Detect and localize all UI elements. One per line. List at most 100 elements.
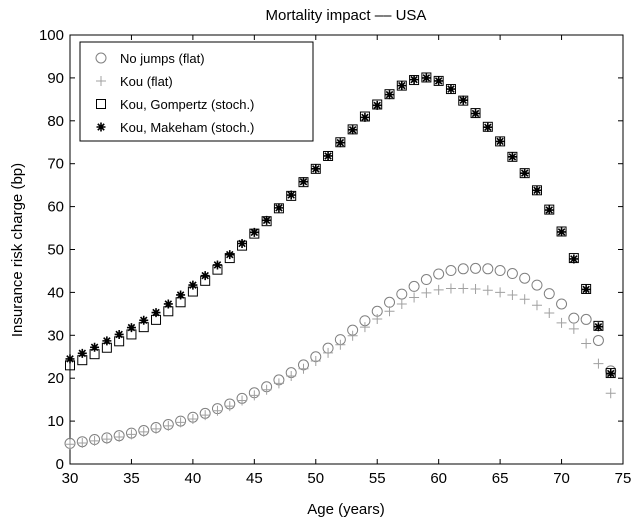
x-tick-label: 65 — [492, 470, 509, 487]
x-axis-label: Age (years) — [307, 501, 385, 518]
x-tick-label: 50 — [307, 470, 324, 487]
data-point-asterisk — [557, 227, 567, 237]
data-point-plus — [347, 330, 358, 341]
data-point-asterisk — [237, 238, 247, 248]
data-point-circle — [445, 265, 457, 277]
data-point-asterisk — [311, 164, 321, 174]
y-axis-label: Insurance risk charge (bp) — [9, 163, 26, 337]
x-tick-label: 75 — [615, 470, 632, 487]
data-point-plus — [212, 405, 223, 416]
data-point-circle — [580, 313, 592, 325]
legend-label: No jumps (flat) — [120, 51, 205, 66]
x-tick-label: 30 — [62, 470, 79, 487]
data-point-plus — [89, 435, 100, 446]
data-point-asterisk — [471, 109, 481, 119]
data-point-asterisk — [151, 308, 161, 318]
data-point-circle — [543, 288, 555, 300]
data-point-asterisk — [126, 323, 136, 333]
y-tick-label: 80 — [47, 113, 64, 130]
data-point-plus — [126, 429, 137, 440]
data-point-circle — [470, 262, 482, 274]
data-point-asterisk — [507, 152, 517, 162]
x-tick-label: 45 — [246, 470, 263, 487]
data-point-circle — [506, 268, 518, 280]
data-point-plus — [114, 431, 125, 442]
data-point-asterisk — [385, 90, 395, 100]
series-circle — [64, 262, 617, 449]
data-point-plus — [77, 437, 88, 448]
data-point-plus — [470, 283, 481, 294]
data-point-circle — [433, 268, 445, 280]
data-point-plus — [335, 339, 346, 350]
y-tick-label: 90 — [47, 70, 64, 87]
legend-marker-asterisk — [96, 122, 106, 132]
data-point-plus — [101, 434, 112, 445]
data-point-asterisk — [139, 315, 149, 325]
data-point-circle — [482, 263, 494, 275]
legend: No jumps (flat) Kou (flat) Kou, Gompertz (… — [79, 41, 314, 142]
y-tick-label: 60 — [47, 199, 64, 216]
data-point-plus — [482, 285, 493, 296]
data-point-plus — [200, 410, 211, 421]
data-point-asterisk — [225, 250, 235, 260]
data-point-asterisk — [409, 75, 419, 85]
data-point-asterisk — [397, 81, 407, 91]
data-point-asterisk — [335, 138, 345, 148]
data-point-circle — [592, 334, 604, 346]
data-point-asterisk — [446, 84, 456, 94]
data-point-asterisk — [372, 100, 382, 110]
data-point-plus — [458, 283, 469, 294]
x-tick-label: 35 — [123, 470, 140, 487]
data-point-plus — [65, 439, 75, 450]
data-point-asterisk — [262, 215, 272, 225]
data-point-asterisk — [323, 151, 333, 161]
data-point-plus — [261, 384, 272, 395]
data-point-asterisk — [249, 227, 259, 237]
data-point-plus — [323, 347, 334, 358]
data-point-asterisk — [593, 322, 603, 332]
data-point-asterisk — [176, 290, 186, 300]
data-point-asterisk — [532, 185, 542, 195]
data-point-asterisk — [102, 336, 112, 346]
data-point-circle — [420, 274, 432, 286]
data-point-asterisk — [274, 203, 284, 213]
data-point-asterisk — [77, 348, 87, 358]
data-point-asterisk — [188, 280, 198, 290]
data-point-circle — [556, 298, 568, 310]
series-plus — [65, 283, 616, 450]
data-point-plus — [151, 423, 162, 434]
data-point-asterisk — [163, 299, 173, 309]
data-point-plus — [556, 317, 567, 328]
data-point-plus — [187, 413, 198, 424]
series-asterisk — [65, 73, 616, 378]
data-point-asterisk — [495, 136, 505, 146]
data-point-plus — [605, 388, 616, 399]
legend-marker-square — [96, 99, 106, 109]
data-point-plus — [544, 307, 555, 318]
data-point-asterisk — [581, 284, 591, 294]
data-point-plus — [224, 401, 235, 412]
data-point-asterisk — [360, 112, 370, 122]
legend-marker-circle — [95, 52, 107, 64]
data-point-circle — [457, 263, 469, 275]
data-point-circle — [408, 280, 420, 292]
data-point-asterisk — [298, 177, 308, 187]
data-point-plus — [384, 306, 395, 317]
data-point-plus — [581, 338, 592, 349]
y-tick-label: 50 — [47, 242, 64, 259]
data-point-circle — [568, 312, 580, 324]
data-point-circle — [519, 272, 531, 284]
data-point-plus — [163, 420, 174, 431]
data-point-asterisk — [286, 190, 296, 200]
data-point-asterisk — [65, 354, 75, 364]
data-point-asterisk — [421, 73, 431, 83]
data-point-asterisk — [458, 95, 468, 105]
data-point-asterisk — [434, 76, 444, 86]
chart-title: Mortality impact –– USA — [266, 7, 427, 24]
data-point-plus — [249, 390, 260, 401]
y-tick-label: 70 — [47, 156, 64, 173]
data-point-asterisk — [114, 329, 124, 339]
data-point-plus — [421, 287, 432, 298]
data-point-asterisk — [544, 205, 554, 215]
